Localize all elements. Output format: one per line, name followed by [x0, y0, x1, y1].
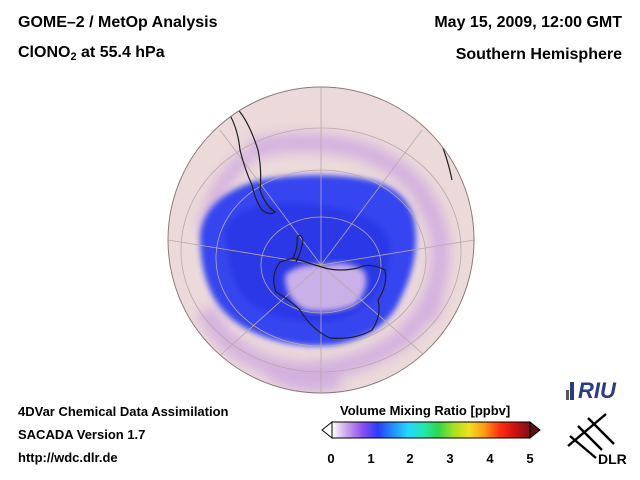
colorbar-tick: 3 — [446, 451, 454, 466]
colorbar-tick: 0 — [327, 451, 335, 466]
colorbar — [321, 420, 541, 440]
dlr-logo-text: DLR — [598, 451, 627, 467]
footer-version: SACADA Version 1.7 — [18, 427, 146, 442]
colorbar-tick: 2 — [406, 451, 414, 466]
title-instrument: GOME–2 / MetOp Analysis — [18, 14, 218, 31]
title-datetime: May 15, 2009, 12:00 GMT — [434, 14, 622, 31]
title-species: ClONO2 at 55.4 hPa — [18, 44, 165, 63]
riu-logo-text: RIU — [578, 378, 617, 403]
concentration-field-outer — [196, 133, 450, 392]
globe-outline — [167, 86, 475, 394]
colorbar-tick: 1 — [367, 451, 375, 466]
title-hemisphere: Southern Hemisphere — [455, 46, 622, 63]
colorbar-tick: 5 — [526, 451, 534, 466]
colorbar-left-arrow — [321, 420, 333, 440]
footer-method: 4DVar Chemical Data Assimilation — [18, 404, 229, 419]
riu-logo: RIU — [566, 378, 617, 403]
footer-url[interactable]: http://wdc.dlr.de — [18, 450, 118, 465]
title-species-name: ClONO — [18, 44, 71, 61]
logos: RIU DLR — [566, 378, 627, 467]
colorbar-label: Volume Mixing Ratio [ppbv] — [340, 403, 511, 418]
colorbar-tick: 4 — [486, 451, 494, 466]
vortex-core — [285, 263, 367, 312]
title-species-subscript: 2 — [70, 51, 77, 63]
title-species-level: at 55.4 hPa — [76, 44, 165, 61]
colorbar-gradient — [331, 421, 531, 439]
dlr-logo: DLR — [567, 413, 627, 467]
colorbar-right-arrow — [529, 420, 541, 440]
graticule — [168, 87, 474, 393]
